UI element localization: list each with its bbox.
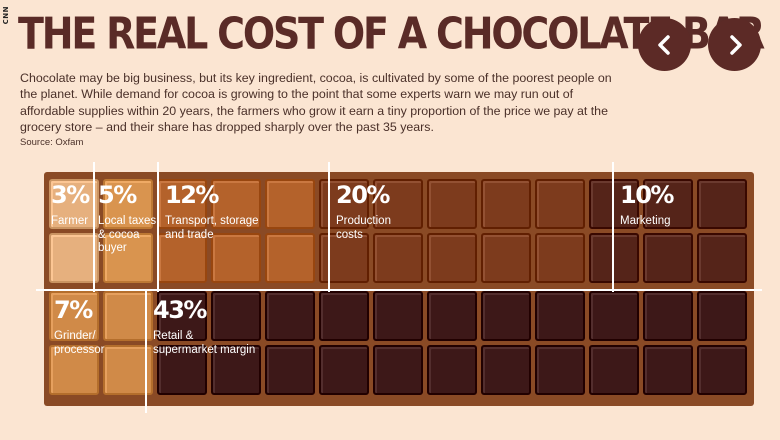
- divider-farmer-local: [93, 162, 95, 292]
- production-percent: 20%: [336, 181, 390, 209]
- chocolate-square: [373, 291, 423, 341]
- chocolate-square: [157, 291, 207, 341]
- chocolate-square: [157, 179, 207, 229]
- transport-label: Transport, storage and trade: [165, 215, 259, 241]
- chevron-right-icon: [729, 34, 742, 55]
- chocolate-square: [589, 179, 639, 229]
- retail-percent: 43%: [153, 296, 207, 324]
- divider-local-transport: [157, 162, 159, 292]
- marketing-label: Marketing: [620, 215, 671, 227]
- chocolate-square: [103, 233, 153, 283]
- chocolate-square: [535, 179, 585, 229]
- chocolate-square: [643, 179, 693, 229]
- farmer-label: Farmer: [51, 215, 89, 227]
- next-button[interactable]: [708, 18, 761, 71]
- chocolate-square: [211, 179, 261, 229]
- divider-production-marketing: [612, 162, 614, 292]
- description-text: Chocolate may be big business, but its k…: [20, 71, 612, 135]
- chocolate-square: [157, 233, 207, 283]
- chocolate-square: [373, 179, 423, 229]
- production-label: Production costs: [336, 215, 391, 241]
- chocolate-square: [643, 345, 693, 395]
- chocolate-square: [211, 291, 261, 341]
- chocolate-square: [373, 345, 423, 395]
- chocolate-square: [265, 233, 315, 283]
- chocolate-square: [319, 291, 369, 341]
- chocolate-square: [49, 291, 99, 341]
- marketing-percent: 10%: [620, 181, 674, 209]
- chevron-left-icon: [657, 34, 670, 55]
- chocolate-square: [49, 233, 99, 283]
- chocolate-square: [481, 345, 531, 395]
- chocolate-square: [697, 233, 747, 283]
- chocolate-square: [103, 179, 153, 229]
- divider-row: [36, 289, 762, 291]
- chocolate-square: [697, 179, 747, 229]
- farmer-percent: 3%: [51, 181, 90, 209]
- local-taxes-percent: 5%: [98, 181, 137, 209]
- chocolate-square: [319, 179, 369, 229]
- transport-percent: 12%: [165, 181, 219, 209]
- chocolate-square: [643, 291, 693, 341]
- chocolate-square: [589, 291, 639, 341]
- chocolate-square: [643, 233, 693, 283]
- chocolate-square: [697, 291, 747, 341]
- chocolate-square: [265, 291, 315, 341]
- chocolate-square: [481, 179, 531, 229]
- chocolate-square: [265, 179, 315, 229]
- chocolate-square: [103, 291, 153, 341]
- chocolate-square: [319, 233, 369, 283]
- chocolate-square: [373, 233, 423, 283]
- cnn-watermark: CNN: [2, 6, 10, 25]
- grinder-label: Grinder/ processor: [54, 330, 105, 356]
- chocolate-square: [49, 345, 99, 395]
- divider-transport-production: [328, 162, 330, 292]
- source-note: Source: Oxfam: [20, 137, 84, 148]
- chocolate-square: [481, 291, 531, 341]
- chocolate-square: [157, 345, 207, 395]
- chocolate-square: [697, 345, 747, 395]
- chocolate-square: [535, 345, 585, 395]
- chocolate-square: [481, 233, 531, 283]
- chocolate-square: [535, 291, 585, 341]
- chocolate-square: [427, 179, 477, 229]
- chocolate-square: [103, 345, 153, 395]
- chocolate-square: [49, 179, 99, 229]
- chocolate-square: [589, 345, 639, 395]
- chocolate-square: [535, 233, 585, 283]
- chocolate-square: [427, 345, 477, 395]
- previous-button[interactable]: [638, 18, 691, 71]
- chocolate-square: [427, 233, 477, 283]
- chocolate-square: [265, 345, 315, 395]
- chocolate-square: [211, 233, 261, 283]
- chocolate-square: [589, 233, 639, 283]
- divider-grinder-retail: [145, 289, 147, 413]
- local-taxes-label: Local taxes & cocoa buyer: [98, 215, 157, 254]
- chocolate-square: [427, 291, 477, 341]
- retail-label: Retail & supermarket margin: [153, 330, 256, 356]
- chocolate-square: [211, 345, 261, 395]
- chocolate-square: [319, 345, 369, 395]
- grinder-percent: 7%: [54, 296, 93, 324]
